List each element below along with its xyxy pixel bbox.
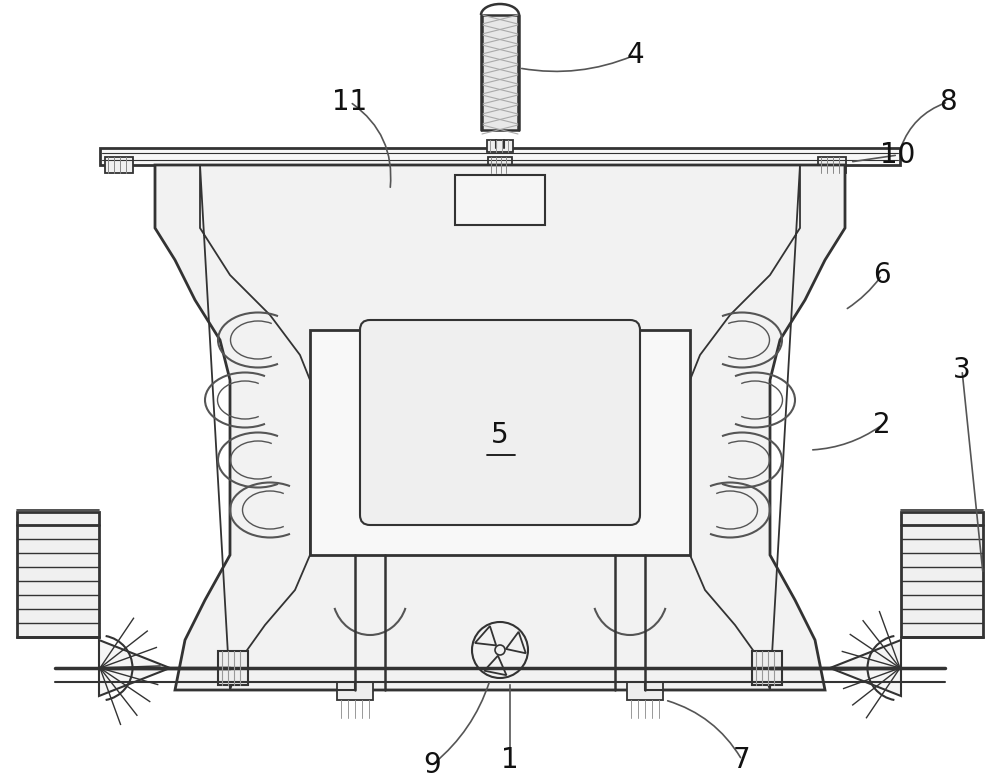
- Polygon shape: [99, 640, 170, 696]
- Text: 10: 10: [880, 141, 916, 169]
- Text: 7: 7: [733, 746, 751, 774]
- Bar: [17, 512, 99, 637]
- Text: 9: 9: [423, 751, 441, 779]
- FancyBboxPatch shape: [360, 320, 640, 525]
- Text: 1: 1: [501, 746, 519, 774]
- Bar: [337, 682, 373, 700]
- Bar: [100, 148, 900, 165]
- Text: 11: 11: [332, 88, 368, 116]
- Bar: [482, 15, 518, 130]
- Text: 2: 2: [873, 411, 891, 439]
- Text: 4: 4: [626, 41, 644, 69]
- Bar: [310, 330, 690, 555]
- Bar: [488, 157, 512, 173]
- Text: 5: 5: [491, 421, 509, 449]
- Bar: [455, 175, 545, 225]
- Bar: [487, 140, 513, 152]
- Text: 8: 8: [939, 88, 957, 116]
- Bar: [818, 157, 846, 173]
- Text: 6: 6: [873, 261, 891, 289]
- Polygon shape: [155, 165, 845, 690]
- Bar: [218, 651, 248, 685]
- Bar: [901, 512, 983, 637]
- Text: 3: 3: [953, 356, 971, 384]
- Bar: [752, 651, 782, 685]
- Bar: [627, 682, 663, 700]
- Polygon shape: [830, 640, 901, 696]
- Bar: [105, 157, 133, 173]
